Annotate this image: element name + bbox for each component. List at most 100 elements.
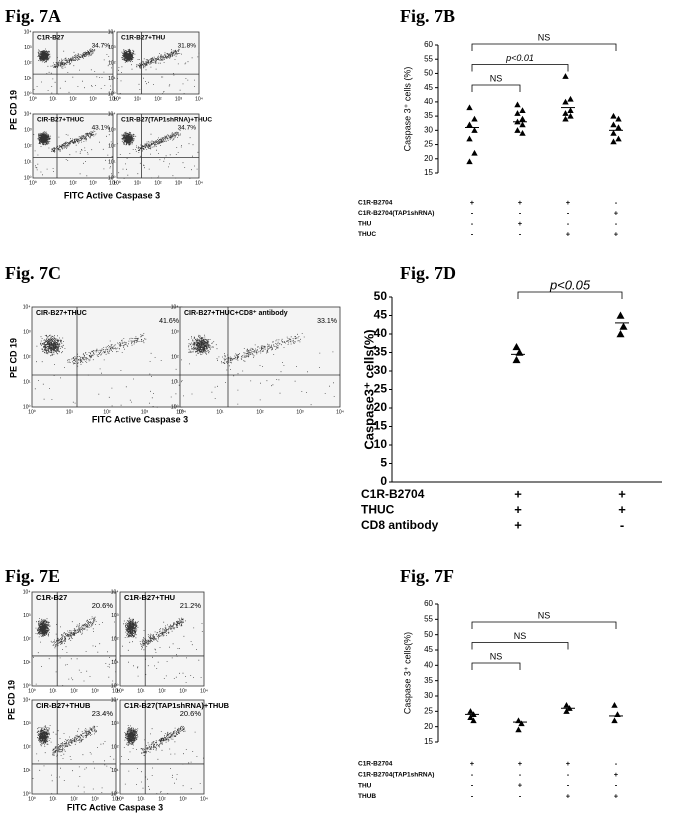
condition-sign: +: [514, 502, 522, 517]
data-point: [567, 107, 574, 113]
cell-dots: [33, 48, 114, 95]
y-tick-label: 30: [424, 125, 433, 134]
y-tick-label: 50: [424, 69, 433, 78]
y-tick-label: 45: [424, 83, 433, 92]
condition-sign: -: [567, 219, 570, 228]
x-tick-label: 10²: [69, 96, 77, 102]
x-tick-label: 10²: [158, 796, 166, 802]
x-tick-label: 10¹: [49, 688, 57, 694]
condition-label: CD8 antibody: [361, 518, 439, 532]
plot-label: CIR-B27+THUC: [36, 310, 87, 317]
y-tick-label: 10³: [111, 721, 119, 727]
y-tick-label: 10⁴: [24, 111, 32, 117]
y-tick-label: 50: [374, 289, 388, 303]
y-tick-label: 10⁴: [24, 29, 32, 35]
y-tick-label: 45: [424, 645, 433, 654]
condition-sign: +: [514, 486, 522, 501]
plot-label: C1R-B27: [36, 593, 67, 602]
y-tick-label: 25: [424, 140, 433, 149]
x-tick-label: 10³: [89, 180, 97, 186]
condition-sign: +: [614, 791, 619, 800]
y-tick-label: 15: [424, 737, 433, 746]
x-tick-label: 10³: [91, 796, 99, 802]
y-tick-label: 30: [374, 363, 388, 377]
data-point: [610, 138, 617, 145]
x-tick-label: 10²: [158, 688, 166, 694]
cell-dots: [121, 725, 204, 794]
y-tick-label: 10²: [171, 354, 179, 360]
bracket: [471, 662, 521, 670]
data-point: [567, 95, 574, 102]
x-tick-label: 10³: [296, 409, 304, 415]
y-tick-label: 15: [374, 419, 388, 433]
plot-label: C1R-B27(TAP1shRNA)+THUB: [124, 701, 230, 710]
x-tick-label: 10⁰: [176, 409, 184, 415]
y-tick-label: 10⁴: [111, 697, 119, 703]
condition-sign: -: [615, 781, 618, 790]
condition-sign: -: [471, 781, 474, 790]
plot-frame: [31, 699, 117, 795]
y-tick-label: 10³: [108, 127, 116, 133]
data-point: [562, 73, 569, 79]
panel-title: Fig. 7D: [400, 263, 456, 283]
y-tick-label: 10⁰: [108, 175, 116, 181]
plot-frame: [32, 31, 114, 95]
x-tick-label: 10³: [141, 409, 149, 415]
y-tick-label: 10²: [108, 60, 116, 66]
y-tick-label: 0: [380, 474, 387, 488]
x-tick-label: 10⁴: [112, 688, 120, 694]
data-point: [514, 127, 521, 133]
condition-sign: +: [518, 219, 523, 228]
plot-label: CIR-B27+THUB: [36, 701, 91, 710]
panel-title: Fig. 7C: [5, 263, 61, 283]
data-point: [610, 129, 617, 136]
x-tick-label: 10²: [69, 180, 77, 186]
bracket: [471, 621, 617, 629]
x-tick-label: 10⁴: [109, 180, 117, 186]
data-point: [467, 714, 474, 721]
y-tick-label: 20: [424, 154, 433, 163]
y-tick-label: 60: [424, 40, 433, 49]
y-tick-label: 40: [424, 660, 433, 669]
x-tick-label: 10²: [154, 180, 162, 186]
x-tick-label: 10³: [89, 96, 97, 102]
y-tick-label: 10⁴: [23, 304, 31, 310]
x-tick-label: 10³: [175, 180, 183, 186]
plot-label: C1R-B27: [37, 35, 64, 42]
y-tick-label: 10²: [23, 354, 31, 360]
data-point: [466, 135, 473, 142]
plot-frame: [116, 113, 200, 179]
y-axis-label: PE CD 19: [6, 680, 16, 720]
x-tick-label: 10¹: [66, 409, 74, 415]
condition-sign: +: [518, 759, 523, 768]
data-point: [563, 702, 570, 708]
panel-title: Fig. 7B: [400, 6, 455, 26]
data-point: [471, 127, 478, 133]
condition-sign: +: [470, 759, 475, 768]
y-tick-label: 25: [374, 382, 388, 396]
x-tick-label: 10¹: [216, 409, 224, 415]
data-point: [616, 330, 625, 338]
condition-sign: -: [567, 208, 570, 217]
data-point: [467, 708, 474, 714]
plot-percent: 20.6%: [92, 601, 114, 610]
cell-dots: [117, 130, 199, 179]
y-tick-label: 35: [424, 111, 433, 120]
condition-label: THUB: [358, 793, 376, 800]
y-tick-label: 10¹: [23, 379, 31, 385]
y-tick-label: 10⁰: [23, 791, 31, 797]
y-tick-label: 10³: [108, 45, 116, 51]
y-tick-label: 5: [380, 456, 387, 470]
x-tick-label: 10⁴: [195, 180, 203, 186]
bracket-label: NS: [514, 631, 527, 641]
x-tick-label: 10³: [91, 688, 99, 694]
y-tick-label: 35: [374, 345, 388, 359]
y-tick-label: 55: [424, 54, 433, 63]
x-tick-label: 10⁴: [200, 688, 208, 694]
data-point: [611, 717, 618, 724]
bracket-label: NS: [538, 32, 551, 42]
plot-label: C1R-B27+THU: [121, 35, 166, 42]
x-tick-label: 10⁴: [109, 96, 117, 102]
y-tick-label: 45: [374, 308, 388, 322]
x-axis-label: FITC Active Caspase 3: [92, 414, 188, 424]
